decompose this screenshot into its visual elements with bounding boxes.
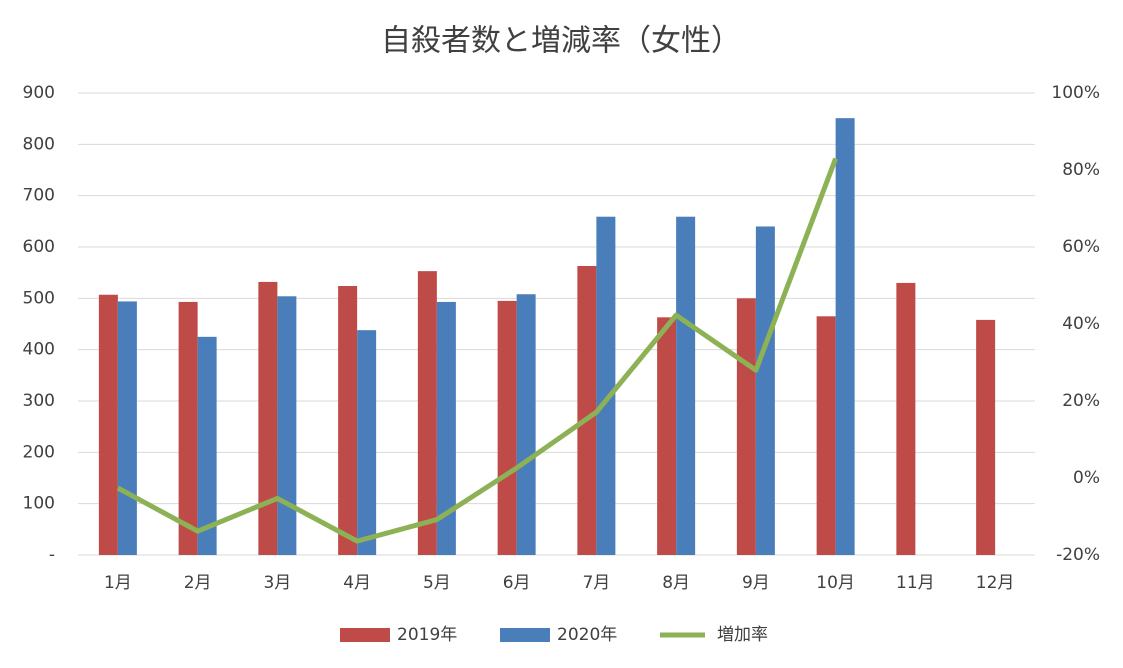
- bar: [896, 282, 916, 555]
- y-tick-label: 600: [23, 237, 55, 257]
- y-tick-label: 100: [23, 494, 55, 514]
- y-tick-label: 200: [23, 442, 55, 462]
- x-tick-label: 10月: [816, 573, 855, 593]
- y-tick-label: 900: [23, 83, 55, 103]
- bar: [516, 294, 536, 555]
- x-tick-label: 7月: [582, 573, 610, 593]
- chart-title: 自殺者数と増減率（女性）: [381, 24, 741, 59]
- y-tick-label: 800: [23, 134, 55, 154]
- y2-tick-label: 20%: [1062, 391, 1100, 411]
- x-tick-label: 4月: [343, 573, 371, 593]
- y2-tick-label: 80%: [1062, 160, 1100, 180]
- bar: [577, 265, 597, 555]
- bar: [816, 316, 836, 555]
- bar: [357, 330, 377, 555]
- line-series: [116, 157, 838, 544]
- x-tick-label: 1月: [104, 573, 132, 593]
- x-tick-label: 8月: [662, 573, 690, 593]
- legend-label: 2019年: [397, 625, 457, 645]
- legend-swatch: [340, 628, 390, 642]
- bar: [497, 300, 517, 555]
- bar: [338, 286, 358, 555]
- y2-tick-label: 40%: [1062, 314, 1100, 334]
- bar: [657, 317, 677, 555]
- bar: [676, 216, 696, 556]
- bar: [835, 118, 855, 556]
- bar: [755, 226, 775, 555]
- x-tick-label: 9月: [742, 573, 770, 593]
- y-tick-label: -: [49, 545, 55, 565]
- bar: [736, 298, 756, 555]
- legend-label: 2020年: [557, 625, 617, 645]
- x-tick-label: 12月: [976, 573, 1015, 593]
- bar: [417, 271, 437, 555]
- legend-swatch: [500, 628, 550, 642]
- y-tick-label: 500: [23, 288, 55, 308]
- bar: [976, 319, 996, 555]
- bar: [178, 301, 198, 555]
- x-tick-label: 11月: [896, 573, 935, 593]
- x-tick-label: 3月: [263, 573, 291, 593]
- bar: [277, 296, 297, 555]
- y2-tick-label: -20%: [1056, 545, 1100, 565]
- y2-tick-label: 100%: [1051, 83, 1100, 103]
- bar: [98, 294, 118, 555]
- bar: [596, 216, 616, 556]
- bar: [117, 301, 137, 555]
- bar: [197, 336, 217, 555]
- legend-label: 増加率: [717, 625, 768, 645]
- x-tick-label: 6月: [503, 573, 531, 593]
- x-tick-label: 5月: [423, 573, 451, 593]
- y-tick-label: 700: [23, 186, 55, 206]
- bar: [258, 281, 278, 555]
- y-tick-label: 400: [23, 340, 55, 360]
- bar: [436, 301, 456, 555]
- x-tick-label: 2月: [184, 573, 212, 593]
- y2-tick-label: 60%: [1062, 237, 1100, 257]
- y2-tick-label: 0%: [1073, 468, 1100, 488]
- y-tick-label: 300: [23, 391, 55, 411]
